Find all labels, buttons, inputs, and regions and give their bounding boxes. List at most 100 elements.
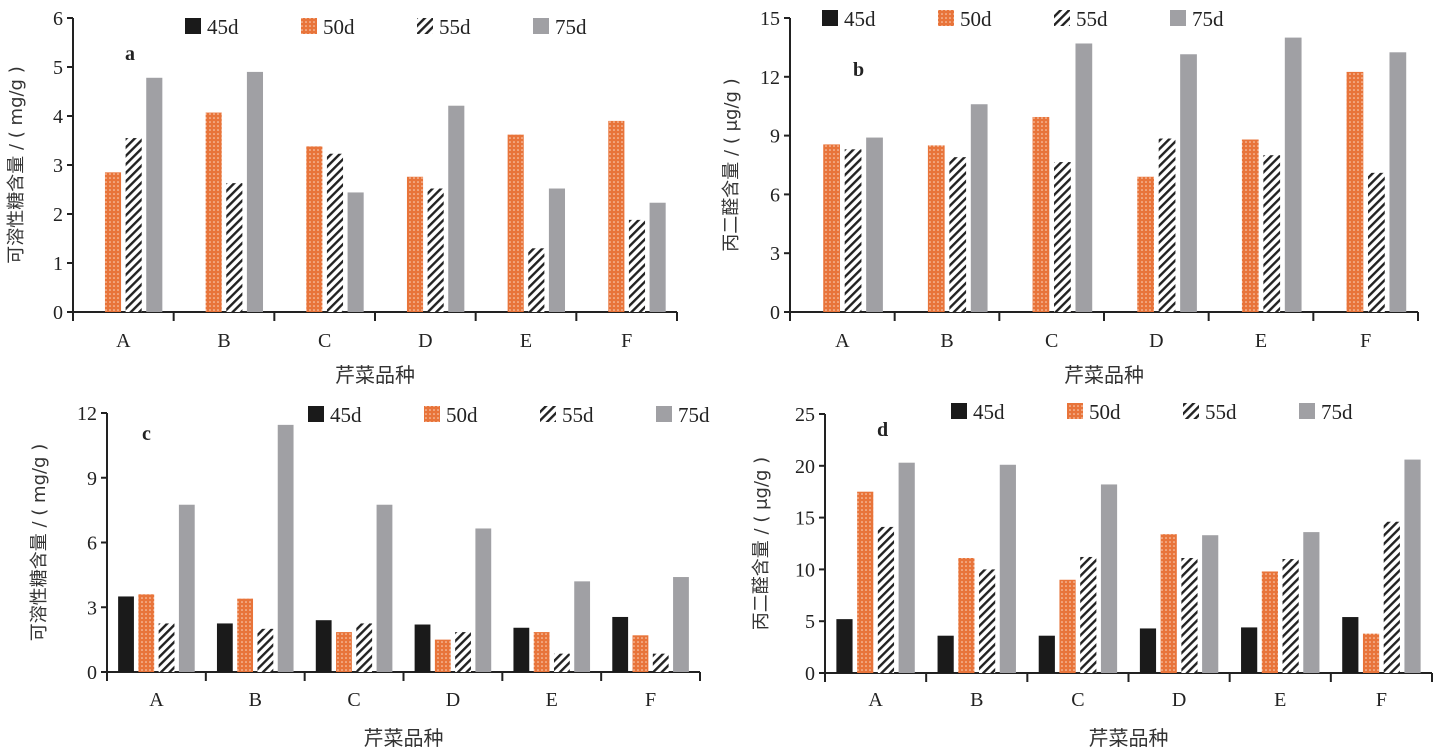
- bar-75d-D: [1202, 535, 1219, 673]
- bar-75d-F: [673, 577, 689, 672]
- legend-label: 50d: [1089, 400, 1121, 424]
- bar-50d-A: [104, 172, 122, 312]
- x-tick-label: E: [546, 689, 558, 711]
- bar-50d-C: [306, 146, 323, 312]
- bar-55d-C: [356, 623, 373, 672]
- x-axis-label: 芹菜品种: [364, 726, 444, 750]
- bar-55d-F: [1368, 172, 1385, 312]
- x-tick-label: A: [116, 330, 131, 352]
- bar-75d-E: [574, 581, 591, 672]
- bar-50d-F: [1346, 71, 1364, 313]
- bar-50d-F: [632, 635, 649, 672]
- y-tick-label: 4: [53, 106, 63, 128]
- bar-45d-A: [836, 619, 853, 673]
- bar-50d-D: [1160, 534, 1177, 673]
- bar-55d-F: [652, 653, 669, 672]
- bar-55d-D: [1158, 138, 1176, 312]
- legend-swatch-45d: [822, 10, 838, 26]
- chart-panel-c: 0 3 6 9 12 A B C D E F 芹菜品种 可溶性糖含量 / ( mg/g ) c 45d 50d…: [29, 403, 710, 750]
- bar-55d-F: [1383, 521, 1400, 673]
- x-tick-label: E: [520, 330, 532, 352]
- legend-swatch-50d: [938, 10, 954, 26]
- bar-55d-E: [528, 248, 545, 312]
- bar-55d-B: [949, 157, 967, 312]
- legend-label: 55d: [439, 15, 471, 39]
- legend-swatch-75d: [656, 406, 672, 422]
- bar-50d-C: [1032, 116, 1050, 312]
- x-tick-label: F: [645, 689, 656, 711]
- y-tick-label: 15: [760, 8, 780, 30]
- y-tick-label: 0: [805, 663, 815, 685]
- chart-panel-b: 0 3 6 9 12 15 A B C D E F 芹菜品种 丙二醛含量 / ( μg/g ) b 45d 50…: [721, 7, 1419, 387]
- x-tick-label: C: [318, 330, 331, 352]
- legend-label: 55d: [562, 403, 594, 427]
- y-tick-label: 6: [53, 8, 63, 30]
- x-tick-label: C: [347, 689, 360, 711]
- bar-55d-D: [427, 188, 444, 312]
- chart-panel-a: 0 1 2 3 4 5 6 A B C D E F 芹菜品种 可溶性糖含量 / ( mg/g ) a 45d 50…: [6, 8, 678, 387]
- bar-50d-C: [1059, 579, 1076, 673]
- y-tick-label: 2: [53, 204, 63, 226]
- bar-50d-E: [1241, 139, 1259, 312]
- y-tick-label: 0: [87, 662, 97, 684]
- legend: 45d 50d 55d 75d: [185, 15, 587, 39]
- legend-swatch-55d: [1183, 403, 1199, 419]
- bar-50d-A: [823, 144, 840, 312]
- bar-75d-C: [347, 192, 364, 312]
- bar-75d-C: [1100, 484, 1118, 673]
- y-tick-label: 10: [795, 559, 815, 581]
- y-tick-label: 9: [770, 126, 780, 148]
- bar-55d-A: [844, 149, 862, 312]
- y-tick-label: 9: [87, 468, 97, 490]
- y-tick-label: 3: [87, 597, 97, 619]
- bar-50d-A: [857, 491, 874, 673]
- legend-label: 45d: [207, 15, 239, 39]
- bar-55d-F: [628, 219, 646, 312]
- bar-45d-E: [513, 627, 530, 672]
- bar-75d-F: [1404, 459, 1421, 673]
- bar-55d-B: [257, 628, 274, 672]
- x-axis-label: 芹菜品种: [335, 363, 415, 387]
- y-axis-label: 丙二醛含量 / ( μg/g ): [751, 457, 772, 630]
- bar-75d-B: [246, 71, 264, 313]
- bar-50d-E: [507, 134, 524, 312]
- bar-75d-D: [475, 528, 492, 672]
- x-tick-label: E: [1274, 689, 1286, 711]
- y-tick-label: 3: [53, 155, 63, 177]
- y-tick-label: 5: [53, 57, 63, 79]
- legend-swatch-55d: [1054, 10, 1070, 26]
- bar-55d-E: [1263, 155, 1281, 312]
- y-axis-label: 可溶性糖含量 / ( mg/g ): [29, 444, 50, 641]
- chart-panel-d: 0 5 10 15 20 25 A B C D E F 芹菜品种 丙二醛含量 / ( μg/g ) d 45d…: [751, 400, 1433, 750]
- y-tick-label: 20: [795, 456, 815, 478]
- bar-75d-A: [898, 462, 915, 673]
- legend-swatch-75d: [1299, 403, 1315, 419]
- bar-75d-B: [999, 464, 1016, 673]
- bar-45d-B: [937, 635, 954, 673]
- y-axis-label: 丙二醛含量 / ( μg/g ): [721, 78, 742, 251]
- bar-45d-C: [315, 620, 332, 672]
- x-tick-label: F: [1376, 689, 1387, 711]
- bar-50d-E: [533, 632, 550, 672]
- panel-label: c: [142, 423, 151, 445]
- bar-75d-B: [277, 424, 294, 672]
- bar-50d-B: [237, 598, 254, 672]
- x-tick-label: F: [621, 330, 632, 352]
- bar-55d-A: [877, 526, 895, 673]
- legend: 45d 50d 55d 75d: [308, 403, 710, 427]
- legend-swatch-45d: [185, 18, 201, 34]
- bar-50d-D: [1137, 176, 1154, 312]
- y-tick-label: 6: [770, 184, 780, 206]
- bar-55d-D: [1181, 558, 1198, 673]
- bar-75d-E: [548, 188, 566, 312]
- y-axis-label: 可溶性糖含量 / ( mg/g ): [6, 66, 27, 263]
- bar-50d-D: [434, 639, 451, 672]
- bar-50d-A: [138, 594, 155, 672]
- panel-label: b: [853, 59, 864, 81]
- bar-55d-D: [455, 632, 471, 672]
- legend-label: 75d: [1321, 400, 1353, 424]
- bar-75d-E: [1303, 532, 1320, 673]
- x-tick-label: A: [835, 330, 850, 352]
- legend-label: 50d: [446, 403, 478, 427]
- y-tick-label: 0: [770, 302, 780, 324]
